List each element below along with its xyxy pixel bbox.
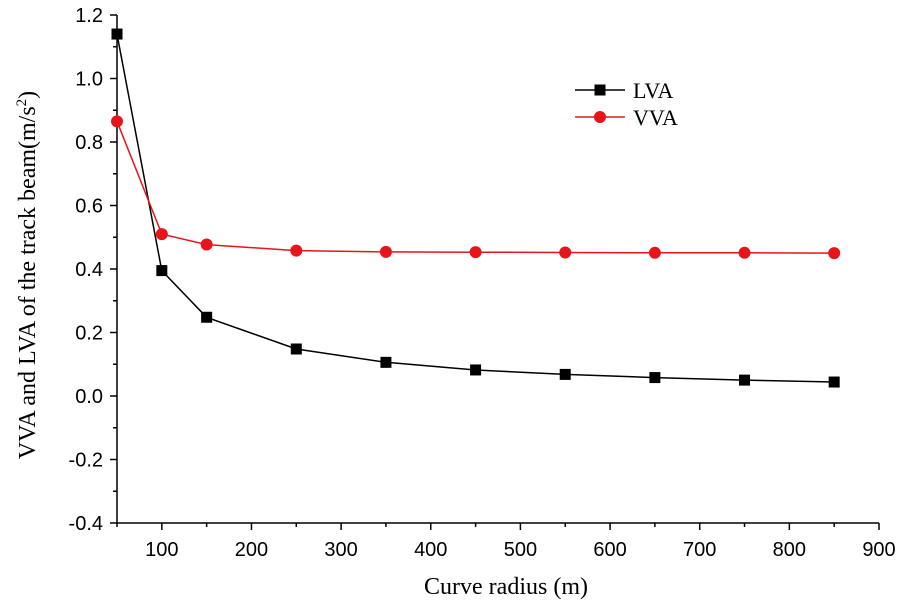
vva-point [290, 244, 303, 257]
vva-point [200, 238, 213, 251]
legend-label-lva: LVA [633, 78, 673, 103]
y-tick-label: 0.2 [75, 323, 103, 345]
vva-point [559, 246, 572, 259]
y-tick-label: 1.0 [75, 69, 103, 91]
vva-point [738, 246, 751, 259]
series-lva [111, 28, 840, 388]
y-tick-label: -0.2 [69, 450, 103, 472]
y-tick-label: 0.0 [75, 386, 103, 408]
lva-point [290, 343, 302, 355]
y-axis-title: VVA and LVA of the track beam(m/s2) [14, 91, 41, 459]
y-tick-label: 0.4 [75, 259, 103, 281]
y-axis-title-superscript: 2 [14, 99, 30, 107]
series-vva [111, 115, 841, 260]
axes: -0.4 -0.2 0.0 0.2 0.4 0.6 0.8 1.0 1.2 100 200 300 40… [69, 5, 896, 561]
lva-line [116, 33, 835, 383]
lva-point [470, 364, 482, 376]
lva-point [201, 311, 213, 323]
vva-point [648, 246, 661, 259]
legend-label-vva: VVA [633, 105, 678, 130]
vva-point [379, 245, 392, 258]
lva-point [739, 374, 751, 386]
x-tick-label: 400 [414, 539, 447, 561]
x-tick-label: 100 [145, 539, 178, 561]
x-tick-label: 900 [862, 539, 895, 561]
x-tick-label: 600 [593, 539, 626, 561]
x-tick-label: 200 [235, 539, 268, 561]
lva-point [649, 372, 661, 384]
lva-point [156, 265, 168, 277]
lva-point [111, 28, 123, 40]
vva-point [111, 115, 123, 128]
legend-marker-vva [594, 111, 606, 123]
legend-marker-lva [594, 84, 606, 96]
y-tick-label: 1.2 [75, 5, 103, 27]
x-tick-label: 500 [504, 539, 537, 561]
vva-point [155, 228, 168, 241]
y-tick-label: 0.8 [75, 132, 103, 154]
x-axis-title: Curve radius (m) [424, 574, 588, 600]
series-layer [111, 28, 841, 388]
lva-point [559, 368, 571, 380]
x-tick-label: 800 [773, 539, 806, 561]
y-axis-title-end: ) [15, 91, 41, 99]
y-tick-label: -0.4 [69, 513, 103, 535]
x-tick-label: 700 [683, 539, 716, 561]
lva-point [380, 356, 392, 368]
vva-point [828, 247, 841, 260]
lva-point [828, 376, 840, 388]
x-tick-label: 300 [324, 539, 357, 561]
vva-line [116, 121, 835, 254]
y-axis-title-main: VVA and LVA of the track beam(m/s [15, 106, 41, 459]
y-tick-label: 0.6 [75, 196, 103, 218]
vva-point [469, 246, 482, 259]
